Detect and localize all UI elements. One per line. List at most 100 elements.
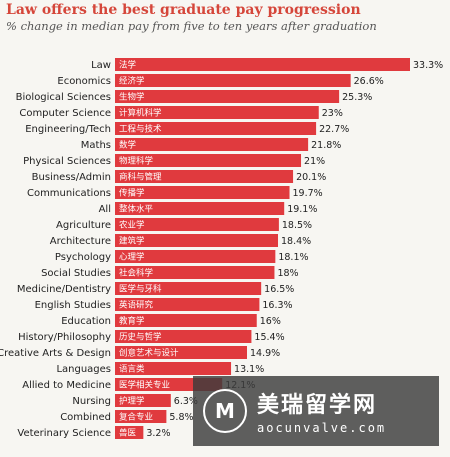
bar bbox=[115, 394, 171, 407]
value-label: 3.2% bbox=[146, 428, 170, 439]
chart-title: Law offers the best graduate pay progres… bbox=[6, 2, 361, 18]
bar-cn-label: 心理学 bbox=[119, 252, 145, 263]
bar bbox=[115, 234, 279, 247]
category-label: Medicine/Dentistry bbox=[17, 284, 111, 295]
bar bbox=[115, 186, 290, 199]
value-label: 18.1% bbox=[278, 252, 308, 263]
bar-cn-label: 商科与管理 bbox=[119, 172, 162, 183]
bar-cn-label: 农业学 bbox=[119, 220, 145, 231]
value-label: 19.7% bbox=[293, 188, 323, 199]
value-label: 19.1% bbox=[287, 204, 317, 215]
bar bbox=[115, 346, 247, 359]
bar bbox=[115, 122, 317, 135]
category-label: Education bbox=[61, 316, 111, 327]
category-label: Business/Admin bbox=[32, 172, 111, 183]
category-label: Engineering/Tech bbox=[25, 124, 111, 135]
value-label: 18.4% bbox=[281, 236, 311, 247]
category-label: All bbox=[99, 204, 111, 215]
category-label: Combined bbox=[60, 412, 111, 423]
value-label: 21% bbox=[304, 156, 325, 167]
bar bbox=[115, 138, 309, 151]
bar bbox=[115, 218, 279, 231]
bar bbox=[115, 314, 257, 327]
category-label: Law bbox=[91, 60, 111, 71]
bar-cn-label: 医学与牙科 bbox=[119, 284, 162, 295]
category-label: Maths bbox=[81, 140, 111, 151]
bar-cn-label: 复合专业 bbox=[119, 412, 153, 423]
watermark-text: 美瑞留学网 aocunvalve.com bbox=[257, 387, 386, 435]
bar bbox=[115, 90, 340, 103]
bar-cn-label: 社会科学 bbox=[119, 268, 154, 279]
value-label: 16.5% bbox=[264, 284, 294, 295]
bar-cn-label: 历史与哲学 bbox=[119, 332, 162, 343]
bar-cn-label: 整体水平 bbox=[119, 204, 154, 215]
bar bbox=[115, 426, 144, 439]
category-label: Physical Sciences bbox=[23, 156, 111, 167]
bar bbox=[115, 410, 167, 423]
value-label: 23% bbox=[322, 108, 343, 119]
value-label: 25.3% bbox=[342, 92, 372, 103]
bar-cn-label: 经济学 bbox=[119, 76, 145, 87]
bar bbox=[115, 170, 294, 183]
category-label: Economics bbox=[57, 76, 111, 87]
bar-cn-label: 计算机科学 bbox=[119, 108, 162, 119]
category-label: Nursing bbox=[72, 396, 111, 407]
bar-cn-label: 教育学 bbox=[119, 316, 145, 327]
category-label: Biological Sciences bbox=[16, 92, 111, 103]
value-label: 21.8% bbox=[311, 140, 341, 151]
category-label: Creative Arts & Design bbox=[0, 348, 111, 359]
bar bbox=[115, 282, 262, 295]
bar-cn-label: 生物学 bbox=[119, 92, 145, 103]
bar bbox=[115, 362, 232, 375]
category-label: Allied to Medicine bbox=[22, 380, 111, 391]
value-label: 15.4% bbox=[254, 332, 284, 343]
category-label: Languages bbox=[56, 364, 111, 375]
bar bbox=[115, 154, 302, 167]
bar-cn-label: 兽医 bbox=[119, 428, 137, 439]
value-label: 5.8% bbox=[169, 412, 193, 423]
bar-cn-label: 护理学 bbox=[119, 396, 145, 407]
bar-cn-label: 创意艺术与设计 bbox=[119, 348, 179, 359]
bar-cn-label: 数学 bbox=[119, 140, 137, 151]
bar-cn-label: 英语研究 bbox=[119, 300, 154, 311]
bar bbox=[115, 298, 260, 311]
value-label: 18.5% bbox=[282, 220, 312, 231]
category-label: Computer Science bbox=[19, 108, 111, 119]
category-label: Architecture bbox=[50, 236, 111, 247]
category-label: English Studies bbox=[35, 300, 111, 311]
bar-cn-label: 医学相关专业 bbox=[119, 380, 170, 391]
value-label: 18% bbox=[277, 268, 298, 279]
bar bbox=[115, 330, 252, 343]
category-label: Veterinary Science bbox=[17, 428, 111, 439]
watermark-url: aocunvalve.com bbox=[257, 421, 387, 435]
value-label: 33.3% bbox=[413, 60, 443, 71]
bar bbox=[115, 202, 285, 215]
value-label: 13.1% bbox=[234, 364, 264, 375]
watermark-logo-icon: M bbox=[203, 389, 247, 433]
bar-cn-label: 物理科学 bbox=[119, 156, 154, 167]
bar bbox=[115, 266, 275, 279]
bar-cn-label: 语言类 bbox=[119, 364, 145, 375]
bar-cn-label: 工程与技术 bbox=[119, 124, 162, 135]
category-label: Psychology bbox=[55, 252, 111, 263]
value-label: 22.7% bbox=[319, 124, 349, 135]
bar bbox=[115, 74, 351, 87]
chart-subtitle: % change in median pay from five to ten … bbox=[6, 19, 377, 33]
bar bbox=[115, 106, 319, 119]
category-label: Agriculture bbox=[56, 220, 111, 231]
bar bbox=[115, 250, 276, 263]
bar-cn-label: 传播学 bbox=[119, 188, 145, 199]
value-label: 26.6% bbox=[354, 76, 384, 87]
value-label: 14.9% bbox=[250, 348, 280, 359]
bar-cn-label: 法学 bbox=[119, 60, 137, 71]
value-label: 16.3% bbox=[262, 300, 292, 311]
bar-cn-label: 建筑学 bbox=[119, 236, 145, 247]
category-label: History/Philosophy bbox=[18, 332, 111, 343]
watermark: M 美瑞留学网 aocunvalve.com bbox=[193, 376, 439, 446]
category-label: Communications bbox=[27, 188, 111, 199]
value-label: 20.1% bbox=[296, 172, 326, 183]
bar bbox=[115, 58, 410, 71]
category-label: Social Studies bbox=[41, 268, 111, 279]
value-label: 6.3% bbox=[174, 396, 198, 407]
